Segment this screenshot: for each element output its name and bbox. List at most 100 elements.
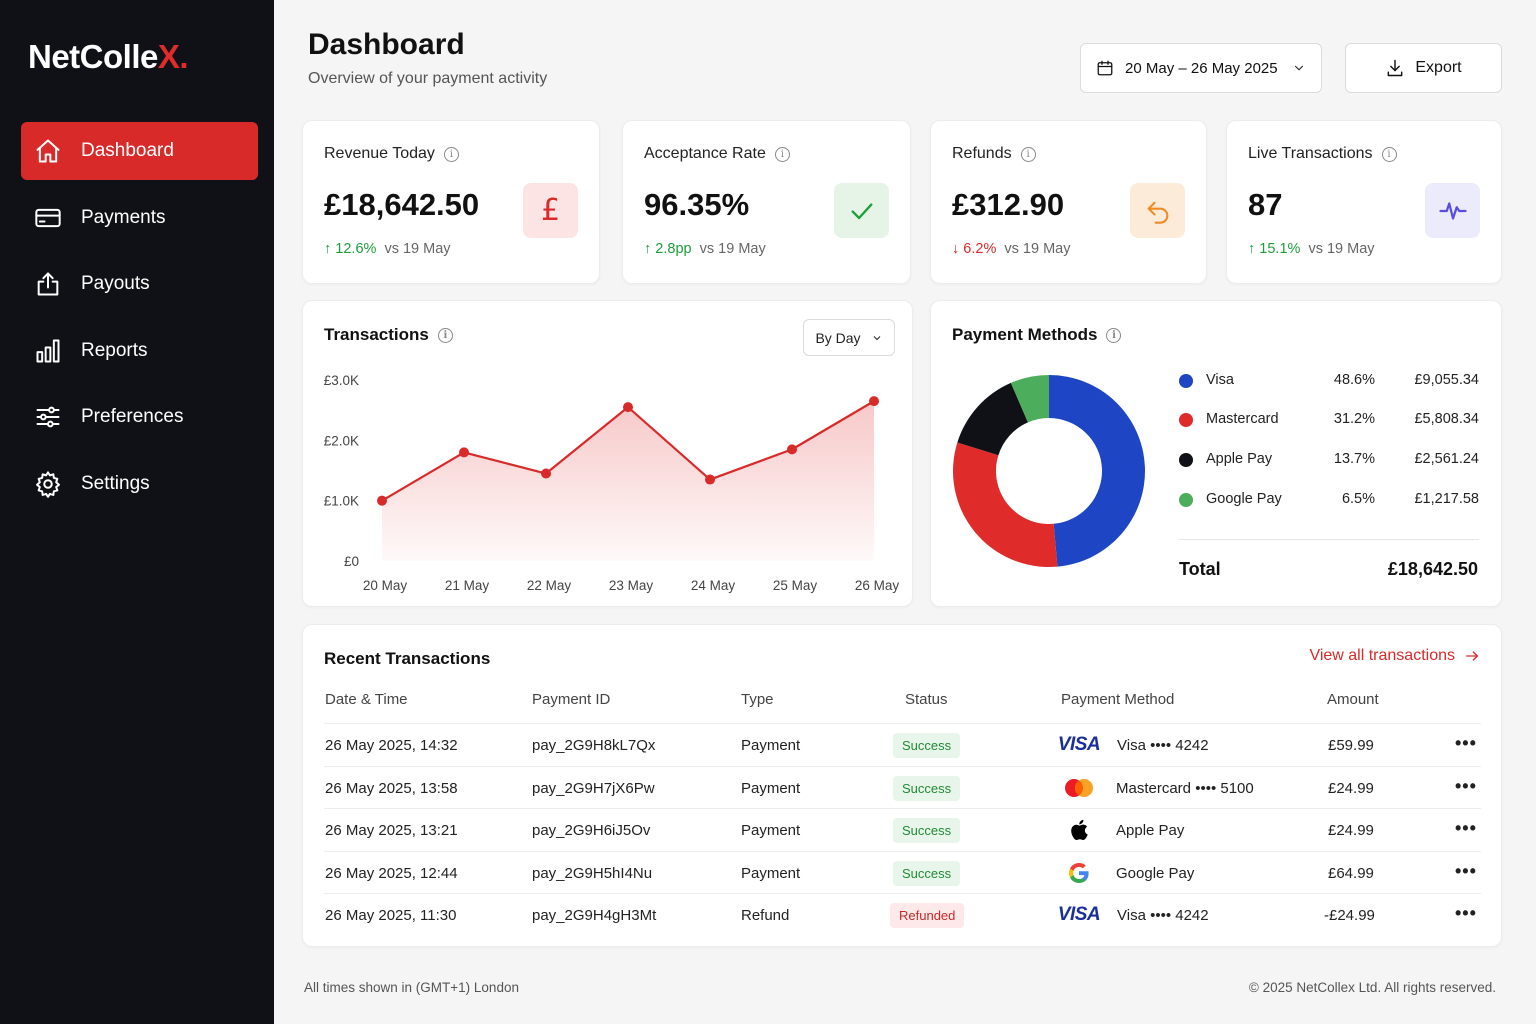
info-icon[interactable]: i <box>1106 327 1122 343</box>
cell-amount: -£24.99 <box>1324 907 1375 924</box>
legend-item-mastercard: Mastercard 31.2% £5,808.34 <box>1179 410 1479 430</box>
data-point[interactable] <box>623 402 633 413</box>
recent-transactions-card: Recent Transactions View all transaction… <box>302 624 1502 947</box>
export-button[interactable]: Export <box>1345 43 1502 93</box>
donut-slice-apple-pay[interactable] <box>957 382 1028 456</box>
legend-name: Mastercard <box>1206 411 1279 427</box>
cell-payment-id: pay_2G9H5hI4Nu <box>532 864 653 882</box>
table-row[interactable]: 26 May 2025, 11:30 pay_2G9H4gH3Mt Refund… <box>324 893 1481 936</box>
table-row[interactable]: 26 May 2025, 13:58 pay_2G9H7jX6Pw Paymen… <box>324 765 1481 809</box>
info-icon[interactable]: i <box>437 327 453 343</box>
info-icon[interactable]: i <box>443 146 459 162</box>
data-point[interactable] <box>787 444 797 455</box>
donut-slice-mastercard[interactable] <box>953 442 1058 567</box>
cell-amount: £24.99 <box>1328 779 1374 797</box>
cell-type: Payment <box>741 779 801 797</box>
legend-amount: £2,561.24 <box>1414 451 1479 467</box>
kpi-delta-row: ↑ 15.1% vs 19 May <box>1248 241 1375 257</box>
legend-item-visa: Visa 48.6% £9,055.34 <box>1179 371 1479 391</box>
date-range-picker[interactable]: 20 May – 26 May 2025 <box>1080 43 1322 93</box>
data-point[interactable] <box>459 447 469 458</box>
legend-pct: 13.7% <box>1333 451 1375 467</box>
payment-methods-card: Payment Methods i Visa 48.6% £9,055.34 Ma… <box>930 300 1502 607</box>
transactions-line-chart: £0 £1.0K £2.0K £3.0K 20 May 21 May 22 May 23 Ma… <box>324 373 900 593</box>
granularity-select[interactable]: By Day <box>803 319 895 356</box>
column-header-amount[interactable]: Amount <box>1327 691 1379 708</box>
arrow-right-icon <box>1466 651 1478 661</box>
sidebar-item-reports[interactable]: Reports <box>21 322 258 380</box>
donut-slice-visa[interactable] <box>1049 375 1146 567</box>
legend-dot <box>1179 493 1193 507</box>
mastercard-icon <box>1057 775 1101 801</box>
x-tick-label: 21 May <box>445 578 490 593</box>
cell-datetime: 26 May 2025, 13:21 <box>325 822 458 839</box>
sidebar-item-dashboard[interactable]: Dashboard <box>21 122 258 180</box>
sidebar-item-label: Payouts <box>81 273 150 294</box>
column-header-status[interactable]: Status <box>905 691 948 708</box>
kpi-card-refunds[interactable]: Refunds i £312.90 ↓ 6.2% vs 19 May <box>930 120 1207 284</box>
kpi-card-live-transactions[interactable]: Live Transactions i 87 ↑ 15.1% vs 19 May <box>1226 120 1502 284</box>
column-header-payment-id[interactable]: Payment ID <box>532 691 611 708</box>
kpi-card-revenue[interactable]: Revenue Today i £18,642.50 ↑ 12.6% vs 19 … <box>302 120 600 284</box>
legend-dot <box>1179 374 1193 388</box>
view-all-label: View all transactions <box>1309 647 1455 664</box>
sidebar-item-payments[interactable]: Payments <box>21 189 258 247</box>
sidebar-item-label: Settings <box>81 472 150 494</box>
kpi-compare: vs 19 May <box>1004 241 1071 257</box>
sidebar-item-preferences[interactable]: Preferences <box>21 388 258 446</box>
donut-slice-google-pay[interactable] <box>1010 375 1049 423</box>
kpi-delta-row: ↓ 6.2% vs 19 May <box>952 241 1071 257</box>
column-header-payment-method[interactable]: Payment Method <box>1061 691 1175 708</box>
data-point[interactable] <box>541 468 551 479</box>
kpi-compare: vs 19 May <box>384 241 451 257</box>
cell-datetime: 26 May 2025, 12:44 <box>325 864 458 882</box>
data-point[interactable] <box>869 396 879 407</box>
column-header-datetime[interactable]: Date & Time <box>325 691 408 708</box>
kpi-title-row: Revenue Today i <box>324 145 459 163</box>
brand-logo[interactable]: NetColleX. <box>28 38 189 75</box>
cell-payment-method: Visa •••• 4242 <box>1117 907 1209 924</box>
kpi-title-row: Acceptance Rate i <box>644 145 790 163</box>
more-options-button[interactable]: ••• <box>1455 903 1477 923</box>
more-options-button[interactable]: ••• <box>1455 818 1477 838</box>
page-title: Dashboard <box>308 28 465 61</box>
cell-datetime: 26 May 2025, 11:30 <box>325 907 457 924</box>
data-point[interactable] <box>705 474 715 485</box>
kpi-title: Acceptance Rate <box>644 145 766 162</box>
legend-item-google-pay: Google Pay 6.5% £1,217.58 <box>1179 490 1479 510</box>
kpi-title-row: Live Transactions i <box>1248 145 1397 163</box>
kpi-delta-row: ↑ 2.8pp vs 19 May <box>644 241 766 257</box>
sidebar-item-settings[interactable]: Settings <box>21 455 258 513</box>
legend-pct: 31.2% <box>1333 411 1375 427</box>
table-row[interactable]: 26 May 2025, 14:32 pay_2G9H8kL7Qx Paymen… <box>324 723 1481 766</box>
info-icon[interactable]: i <box>1381 146 1397 162</box>
total-label: Total <box>1179 559 1221 579</box>
pulse-icon <box>1425 183 1480 238</box>
sidebar-nav: Dashboard Payments Payouts Reports Prefe… <box>21 122 258 521</box>
granularity-label: By Day <box>815 329 861 346</box>
chart-title-row: Transactions i <box>324 325 453 345</box>
view-all-transactions-link[interactable]: View all transactions <box>1309 647 1480 665</box>
chevron-down-icon <box>1295 65 1303 71</box>
data-point[interactable] <box>377 495 387 506</box>
column-header-type[interactable]: Type <box>741 691 774 708</box>
x-tick-label: 25 May <box>773 578 818 593</box>
legend-name: Visa <box>1206 372 1234 388</box>
cell-amount: £64.99 <box>1328 864 1374 882</box>
y-tick-label: £2.0K <box>324 433 359 448</box>
more-options-button[interactable]: ••• <box>1455 775 1477 796</box>
sidebar-item-payouts[interactable]: Payouts <box>21 255 258 313</box>
info-icon[interactable]: i <box>1020 146 1036 162</box>
more-options-button[interactable]: ••• <box>1455 733 1477 753</box>
visa-icon: VISA <box>1057 734 1101 755</box>
table-row[interactable]: 26 May 2025, 12:44 pay_2G9H5hI4Nu Paymen… <box>324 850 1481 894</box>
more-options-button[interactable]: ••• <box>1455 860 1477 881</box>
table-row[interactable]: 26 May 2025, 13:21 pay_2G9H6iJ5Ov Paymen… <box>324 808 1481 851</box>
kpi-card-acceptance[interactable]: Acceptance Rate i 96.35% ↑ 2.8pp vs 19 Ma… <box>622 120 911 284</box>
kpi-title: Revenue Today <box>324 145 435 162</box>
status-badge: Success <box>893 818 961 843</box>
kpi-title: Refunds <box>952 145 1012 162</box>
kpi-title-row: Refunds i <box>952 145 1036 163</box>
legend-name: Apple Pay <box>1206 451 1273 467</box>
info-icon[interactable]: i <box>774 146 790 162</box>
